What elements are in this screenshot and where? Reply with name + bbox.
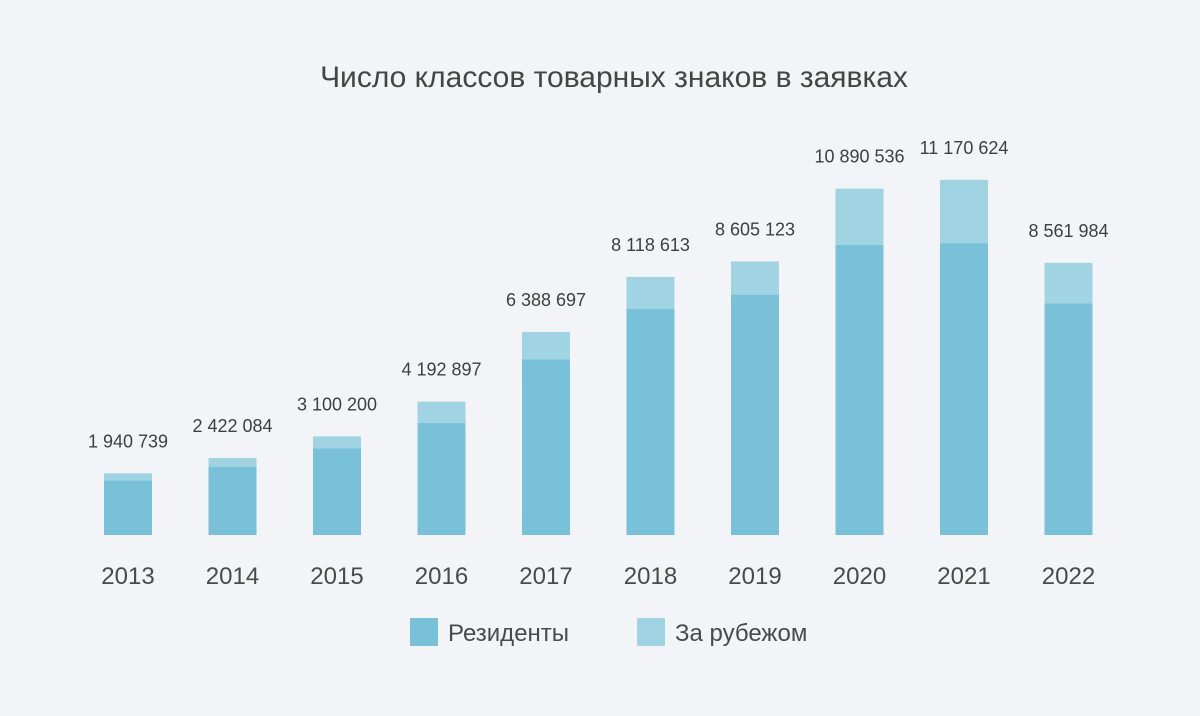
legend-label-residents: Резиденты <box>448 620 569 647</box>
total-label-2018: 8 118 613 <box>611 235 690 255</box>
legend-swatch-residents <box>410 618 438 646</box>
x-axis-tick-labels: 2013 2014 2015 2016 2017 2018 2019 2020 2021 2022 <box>101 563 1095 590</box>
total-label-2021: 11 170 624 <box>920 138 1009 158</box>
bar-abroad-2014 <box>208 458 257 467</box>
bar-abroad-2013 <box>104 473 152 481</box>
legend-swatch-abroad <box>637 618 665 646</box>
total-label-2019: 8 605 123 <box>715 219 795 239</box>
total-label-2017: 6 388 697 <box>506 290 586 310</box>
bar-residents-2016 <box>417 422 466 535</box>
bar-residents-2017 <box>522 359 570 535</box>
bar-residents-2021 <box>940 243 988 535</box>
bar-residents-2020 <box>835 244 884 535</box>
bar-abroad-2020 <box>835 188 884 245</box>
bar-abroad-2015 <box>313 436 361 449</box>
x-tick-label-2018: 2018 <box>624 563 677 590</box>
bar-residents-2022 <box>1044 303 1093 535</box>
bar-abroad-2016 <box>417 401 466 423</box>
total-label-2022: 8 561 984 <box>1028 221 1108 241</box>
total-label-2016: 4 192 897 <box>401 360 481 380</box>
x-tick-label-2013: 2013 <box>101 563 154 590</box>
chart-title: Число классов товарных знаков в заявках <box>320 61 908 94</box>
bar-residents-2019 <box>731 294 779 535</box>
x-tick-label-2017: 2017 <box>519 563 572 590</box>
bar-abroad-2021 <box>940 179 988 244</box>
legend: Резиденты За рубежом <box>410 618 807 647</box>
x-tick-label-2021: 2021 <box>937 563 990 590</box>
bar-residents-2018 <box>626 308 675 535</box>
bar-residents-2013 <box>104 480 152 535</box>
bar-abroad-2018 <box>626 276 675 309</box>
value-labels: 1 940 739 2 422 084 3 100 200 4 192 897 6 38… <box>88 138 1109 451</box>
x-tick-label-2020: 2020 <box>833 563 886 590</box>
bars-layer <box>104 179 1093 535</box>
x-tick-label-2016: 2016 <box>415 563 468 590</box>
total-label-2014: 2 422 084 <box>192 416 272 436</box>
bar-abroad-2019 <box>731 261 779 295</box>
legend-label-abroad: За рубежом <box>675 620 807 647</box>
bar-abroad-2022 <box>1044 262 1093 304</box>
x-tick-label-2015: 2015 <box>310 563 363 590</box>
x-tick-label-2014: 2014 <box>206 563 259 590</box>
total-label-2020: 10 890 536 <box>814 147 904 167</box>
bar-residents-2015 <box>313 448 361 535</box>
bar-abroad-2017 <box>522 331 570 360</box>
total-label-2015: 3 100 200 <box>297 394 377 414</box>
total-label-2013: 1 940 739 <box>88 431 168 451</box>
x-tick-label-2022: 2022 <box>1042 563 1095 590</box>
bar-residents-2014 <box>208 466 257 535</box>
x-tick-label-2019: 2019 <box>728 563 781 590</box>
